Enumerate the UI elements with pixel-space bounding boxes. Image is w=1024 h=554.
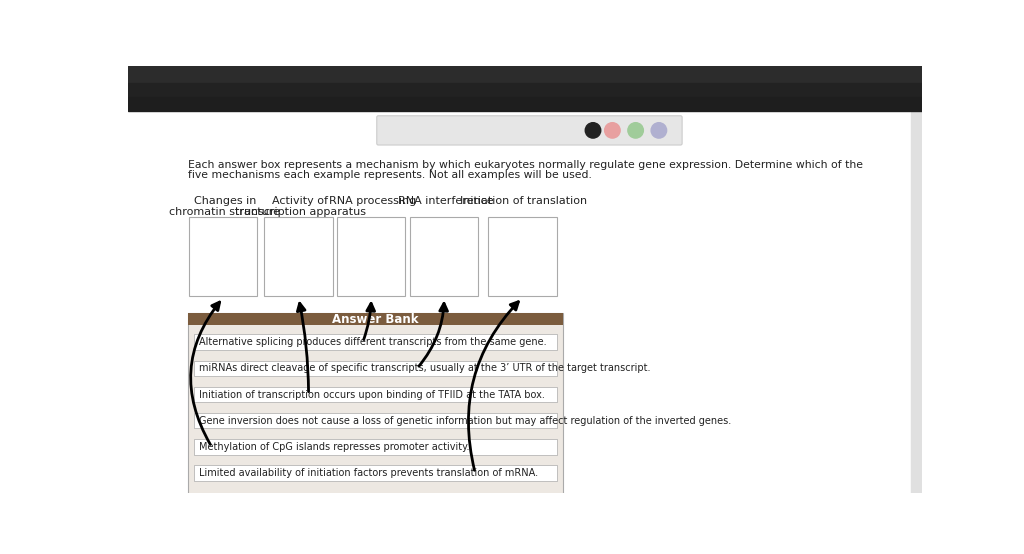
Text: Gene inversion does not cause a loss of genetic information but may affect regul: Gene inversion does not cause a loss of … [199, 416, 731, 425]
Bar [194, 335, 557, 350]
Text: Activity of
transcription apparatus: Activity of transcription apparatus [234, 196, 366, 217]
Bar [337, 217, 406, 296]
Circle shape [586, 122, 601, 138]
Bar [194, 439, 557, 455]
Bar [188, 313, 563, 325]
Text: RNA interference: RNA interference [398, 196, 494, 206]
Circle shape [604, 122, 621, 138]
Text: Limited availability of initiation factors prevents translation of mRNA.: Limited availability of initiation facto… [199, 468, 538, 478]
Bar [194, 361, 557, 376]
Bar [128, 98, 922, 111]
Bar [910, 111, 922, 493]
Bar [410, 217, 478, 296]
Bar [128, 84, 922, 98]
Bar [194, 387, 557, 402]
Bar [128, 111, 910, 493]
Text: miRNAs direct cleavage of specific transcripts, usually at the 3’ UTR of the tar: miRNAs direct cleavage of specific trans… [199, 363, 650, 373]
FancyBboxPatch shape [377, 116, 682, 145]
Text: Changes in
chromatin structure: Changes in chromatin structure [169, 196, 281, 217]
Bar [194, 465, 557, 481]
Text: Answer Bank: Answer Bank [333, 312, 419, 326]
Text: five mechanisms each example represents. Not all examples will be used.: five mechanisms each example represents.… [188, 171, 592, 181]
Text: Initiation of translation: Initiation of translation [461, 196, 588, 206]
Bar [128, 66, 922, 84]
Circle shape [628, 122, 643, 138]
Bar [488, 217, 557, 296]
Bar [188, 313, 563, 499]
Text: RNA processing: RNA processing [330, 196, 417, 206]
Bar [194, 413, 557, 428]
Bar [189, 217, 257, 296]
Text: Initiation of transcription occurs upon binding of TFIID at the TATA box.: Initiation of transcription occurs upon … [199, 389, 545, 399]
Text: Methylation of CpG islands represses promoter activity.: Methylation of CpG islands represses pro… [199, 442, 469, 452]
Text: Alternative splicing produces different transcripts from the same gene.: Alternative splicing produces different … [199, 337, 546, 347]
Circle shape [651, 122, 667, 138]
Text: Each answer box represents a mechanism by which eukaryotes normally regulate gen: Each answer box represents a mechanism b… [188, 161, 863, 171]
Bar [264, 217, 333, 296]
